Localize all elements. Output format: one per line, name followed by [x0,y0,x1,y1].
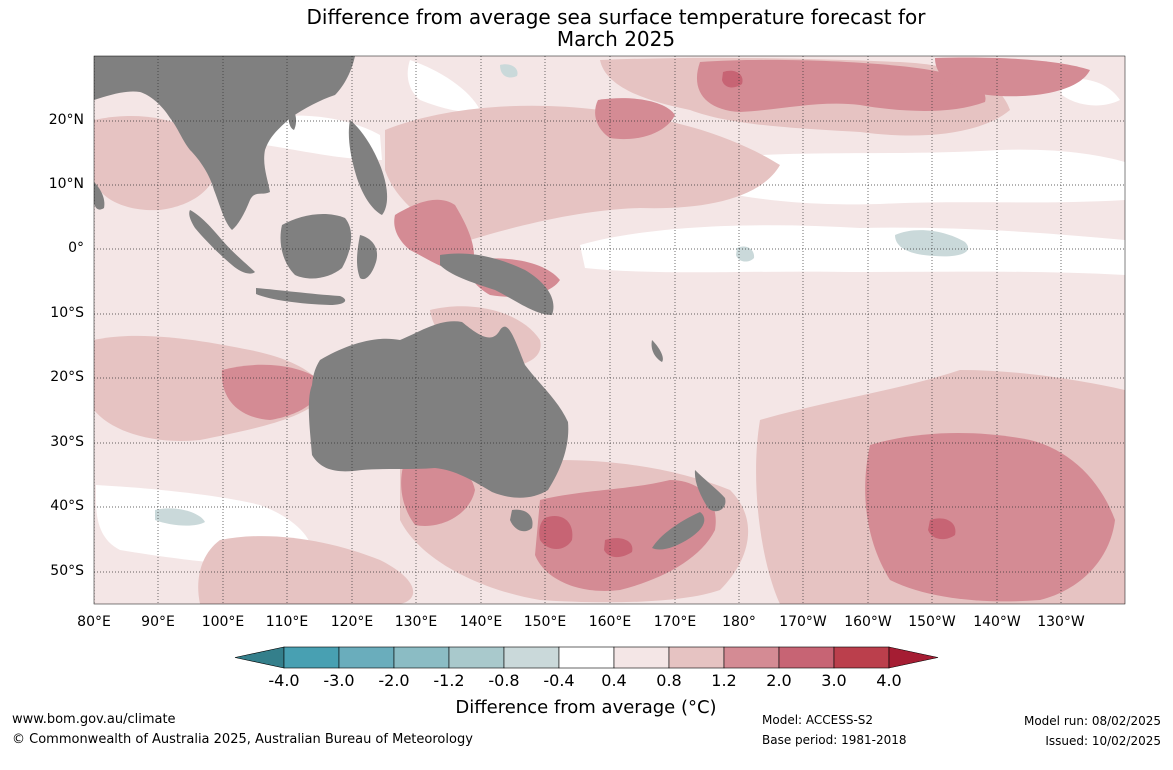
graticule [94,56,1125,604]
anomaly-region-neutral [720,149,1125,205]
colorbar-tick-label: -3.0 [323,671,355,690]
anomaly-region-medium [221,364,321,420]
longitude-label: 170°E [653,614,697,630]
map-panel [94,56,1125,604]
colorbar-segment [613,646,670,669]
anomaly-region-medium [696,59,986,112]
land-new-caledonia [651,340,663,362]
longitude-label: 170°W [779,614,827,630]
longitude-label: 180° [722,614,756,630]
colorbar-segment [448,646,505,669]
colorbar-tick-label: -2.0 [378,671,410,690]
colorbar-tick-label: 0.4 [601,671,627,690]
land-borneo [280,214,352,279]
anomaly-region-neutral [407,60,480,112]
land-new-guinea [440,253,554,315]
anomaly-region-strong [722,70,743,88]
anomaly-region-strong [539,516,573,549]
anomaly-region-neutral [580,225,1125,275]
latitude-label: 0° [68,240,84,256]
colorbar-tick-label: 1.2 [711,671,737,690]
longitude-label: 140°W [973,614,1021,630]
anomaly-region-medium [401,458,475,526]
land-sulawesi [357,235,378,280]
longitude-label: 160°E [588,614,632,630]
anomaly-region-light [385,105,780,240]
land-java [256,288,346,305]
land-new-zealand-north [694,470,726,512]
colorbar-segment [283,646,340,669]
longitude-label: 120°E [330,614,374,630]
colorbar-segment [778,646,835,669]
longitude-label: 130°W [1037,614,1085,630]
land-philippines [348,120,388,215]
issued-date: Issued: 10/02/2025 [1045,734,1161,748]
map-title-line1: Difference from average sea surface temp… [306,5,926,29]
anomaly-region-strong [928,518,956,540]
longitude-label: 100°E [201,614,245,630]
colorbar-segment [668,646,725,669]
colorbar-tick-label: -0.8 [488,671,520,690]
latitude-label: 40°S [50,498,84,514]
model-name: Model: ACCESS-S2 [762,713,874,727]
longitude-label: 80°E [77,614,111,630]
land-tasmania [510,509,533,532]
footer-copyright: © Commonwealth of Australia 2025, Austra… [12,732,473,747]
colorbar-segment [558,646,615,669]
colorbar [234,646,939,669]
latitude-label: 20°N [48,112,84,128]
latitude-label: 10°S [50,305,84,321]
map-title-line2: March 2025 [556,27,676,51]
colorbar-tick-label: 2.0 [766,671,792,690]
colorbar-segment [723,646,780,669]
colorbar-tick-label: 3.0 [821,671,847,690]
land-taiwan [288,108,297,130]
anomaly-region-light [198,536,414,604]
base-period: Base period: 1981-2018 [762,733,907,747]
map-frame [93,55,1126,605]
colorbar-tick-label: -4.0 [268,671,300,690]
land-sri-lanka [94,182,105,210]
colorbar-tick-label: -1.2 [433,671,465,690]
anomaly-region-cool [895,230,969,257]
anomaly-region-medium [394,199,475,271]
colorbar-segment [503,646,560,669]
colorbar-tick-label: 0.8 [656,671,682,690]
latitude-label: 20°S [50,369,84,385]
longitude-label: 110°E [265,614,309,630]
colorbar-segment [338,646,395,669]
land-sumatra [189,210,255,274]
model-run-date: Model run: 08/02/2025 [1023,714,1161,728]
anomaly-region-strong [604,538,633,558]
colorbar-title: Difference from average (°C) [455,697,717,718]
land-australia [308,321,569,498]
anomaly-region-cool [500,64,518,78]
colorbar-tick-label: 4.0 [876,671,902,690]
longitude-label: 140°E [459,614,503,630]
land-asia [94,56,355,230]
anomaly-region-medium [865,433,1115,602]
colorbar-segment [393,646,450,669]
footer-website: www.bom.gov.au/climate [12,712,176,727]
longitude-label: 160°W [844,614,892,630]
anomaly-region-medium [935,57,1090,97]
colorbar-segment [833,646,890,669]
land-new-zealand-south [652,512,705,550]
anomaly-region-cool [736,246,755,262]
colorbar-arrow-high [888,646,939,669]
anomaly-region-medium [595,98,675,140]
colorbar-arrow-low [234,646,285,669]
anomaly-region-medium [535,480,716,591]
longitude-label: 150°W [908,614,956,630]
latitude-label: 30°S [50,434,84,450]
longitude-label: 150°E [523,614,567,630]
longitude-label: 130°E [394,614,438,630]
latitude-label: 50°S [50,563,84,579]
latitude-label: 10°N [48,176,84,192]
anomaly-region-cool [155,508,205,526]
colorbar-tick-label: -0.4 [543,671,575,690]
longitude-label: 90°E [141,614,175,630]
anomaly-region-neutral [1060,78,1120,106]
